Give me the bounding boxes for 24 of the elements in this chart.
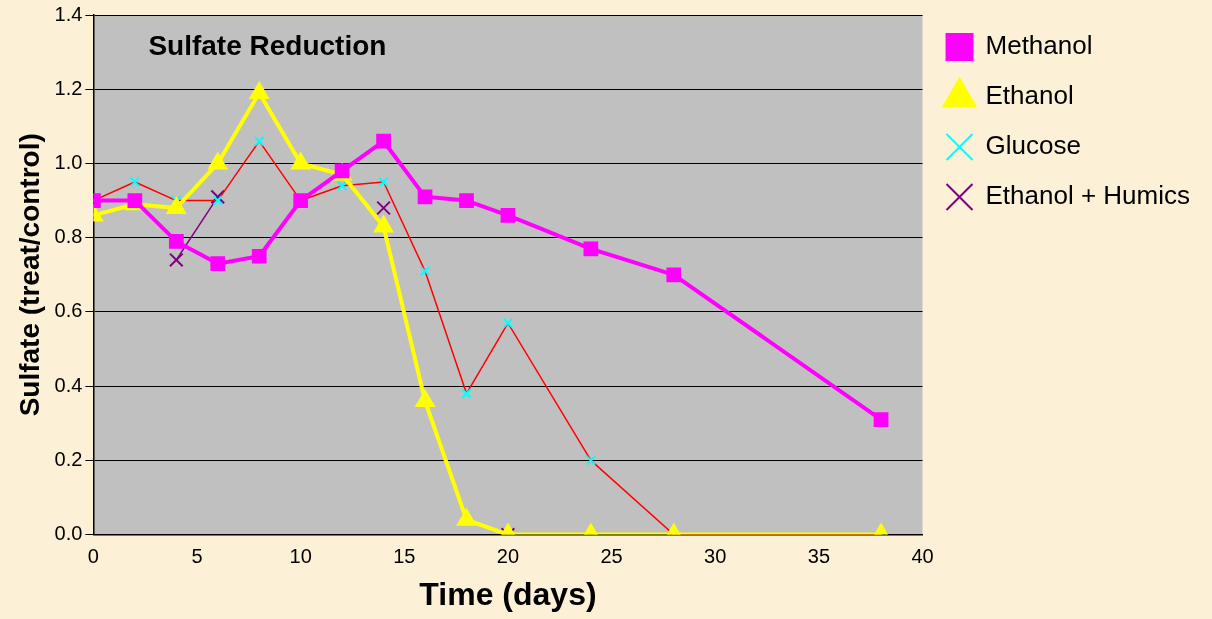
text: Sulfate Reduction bbox=[148, 29, 387, 61]
x-axis-title: Time (days) bbox=[419, 575, 597, 612]
y-tick-label: 0.6 bbox=[54, 299, 83, 322]
x-tick-label: 25 bbox=[600, 545, 623, 568]
y-tick-label: 0.4 bbox=[54, 373, 83, 396]
legend-label: Ethanol + Humics bbox=[985, 180, 1190, 211]
legend-label: Ethanol bbox=[985, 80, 1074, 111]
y-tick-label: 1.2 bbox=[54, 76, 83, 99]
y-tick-label: 0.0 bbox=[54, 522, 83, 545]
y-tick-label: 0.8 bbox=[54, 225, 83, 248]
x-tick-label: 40 bbox=[911, 545, 934, 568]
x-tick-label: 20 bbox=[496, 545, 520, 568]
legend-label: Glucose bbox=[985, 130, 1081, 161]
x-tick-label: 5 bbox=[191, 545, 203, 568]
x-tick-label: 30 bbox=[704, 545, 727, 568]
y-tick-label: 1.4 bbox=[54, 2, 83, 25]
y-tick-label: 0.2 bbox=[54, 447, 83, 470]
legend-label: Methanol bbox=[985, 30, 1093, 61]
x-tick-label: 35 bbox=[807, 545, 830, 568]
x-tick-label: 15 bbox=[393, 545, 416, 568]
y-axis-title: Sulfate (treat/control) bbox=[13, 133, 45, 417]
y-tick-label: 1.0 bbox=[54, 150, 83, 173]
x-tick-label: 10 bbox=[289, 545, 312, 568]
x-tick-label: 0 bbox=[87, 545, 99, 568]
